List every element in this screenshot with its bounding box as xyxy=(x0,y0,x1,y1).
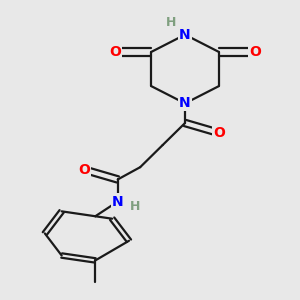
Text: H: H xyxy=(129,200,140,213)
Text: N: N xyxy=(112,194,124,208)
Text: H: H xyxy=(166,16,176,29)
Text: O: O xyxy=(78,163,90,177)
Text: O: O xyxy=(213,126,225,140)
Text: O: O xyxy=(249,45,261,59)
Text: N: N xyxy=(179,28,191,42)
Text: N: N xyxy=(179,96,191,110)
Text: O: O xyxy=(109,45,121,59)
